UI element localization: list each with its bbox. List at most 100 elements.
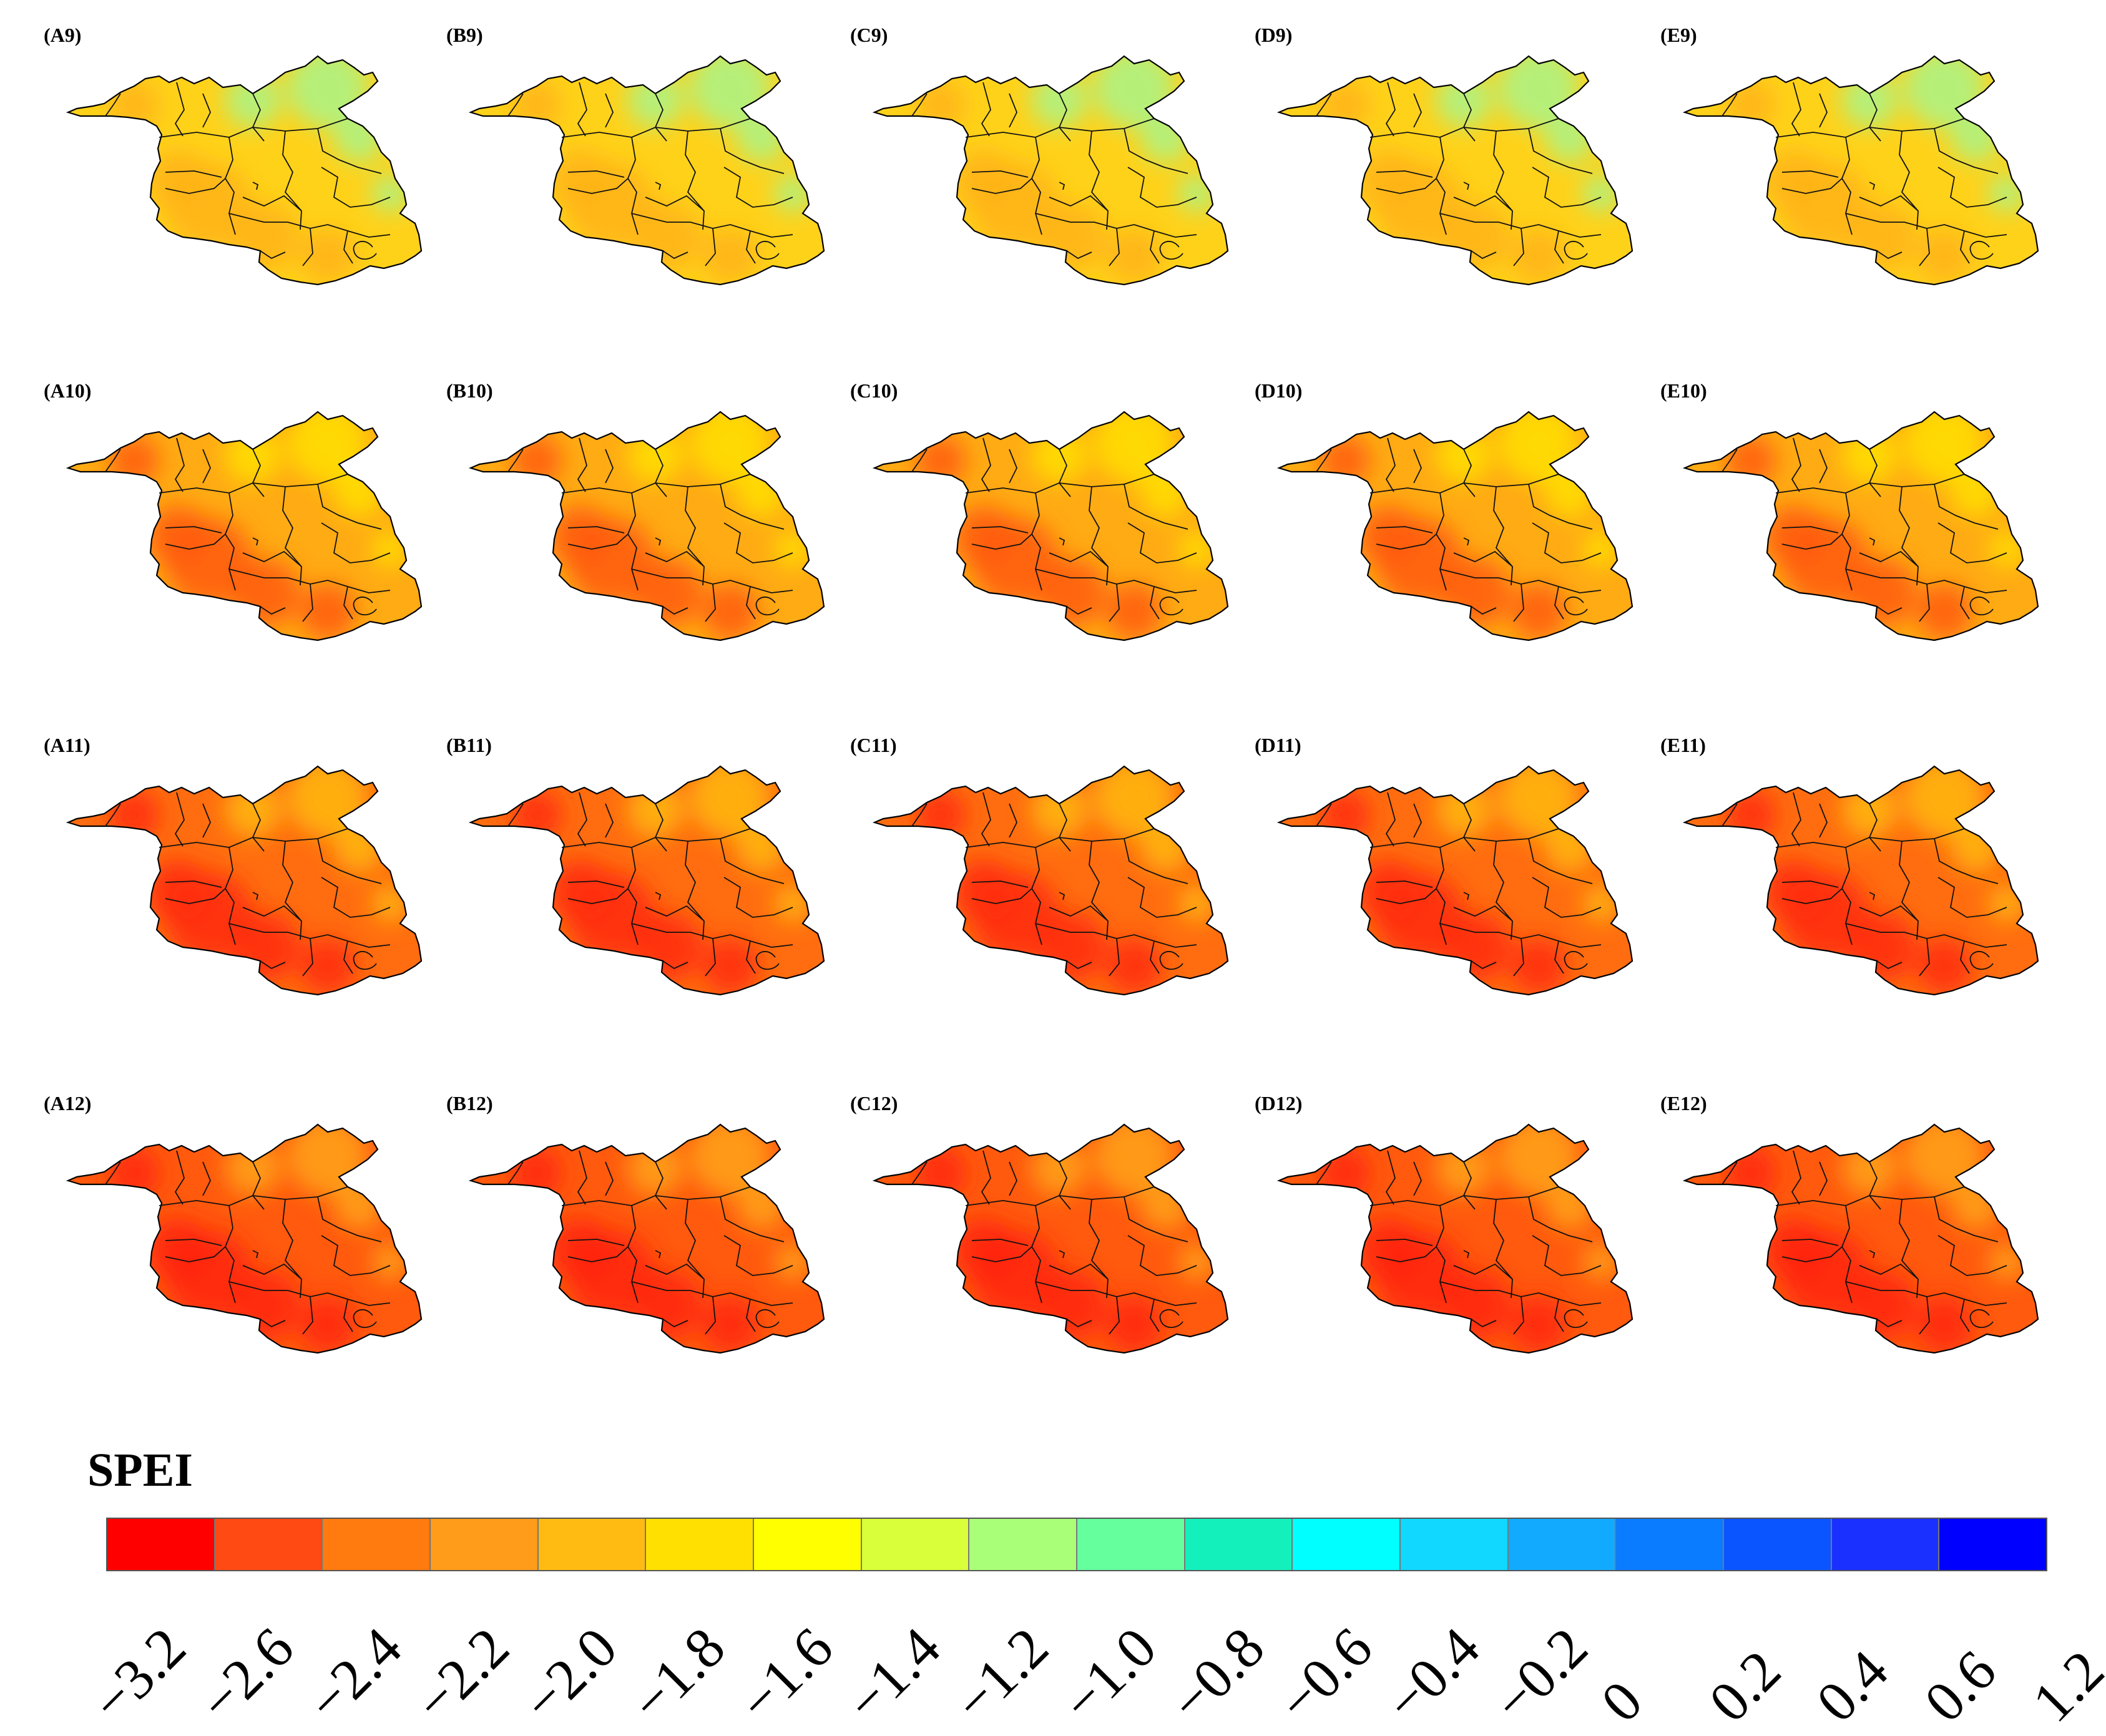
map-panel: (A10)	[44, 381, 449, 649]
district-border	[1109, 938, 1120, 977]
district-border	[1109, 1296, 1120, 1335]
district-border	[631, 1281, 793, 1306]
legend-tick: 0.2	[1697, 1638, 1793, 1734]
spei-patch	[1320, 80, 1370, 130]
spei-patch	[1763, 1218, 1826, 1280]
map-panel: (C11)	[850, 735, 1256, 1003]
map-panel: (E11)	[1660, 735, 2066, 1003]
district-border	[1385, 82, 1396, 137]
spei-patch	[1031, 782, 1087, 838]
district-border	[1876, 960, 1903, 970]
district-border	[1919, 938, 1930, 977]
spei-patch	[371, 530, 409, 568]
spei-patch	[512, 790, 562, 840]
district-border	[174, 82, 185, 137]
district-border	[654, 803, 667, 852]
district-border	[1960, 586, 1970, 620]
spei-patch	[549, 860, 612, 922]
spei-patch	[774, 1243, 811, 1280]
district-border	[627, 137, 639, 235]
map-panel: (C12)	[850, 1093, 1256, 1362]
district-border	[302, 938, 313, 977]
spei-patch	[231, 913, 300, 982]
spei-patch	[1358, 150, 1420, 212]
panel-label: (D11)	[1255, 734, 1301, 756]
district-border	[1439, 568, 1602, 593]
spei-patch	[1037, 1271, 1106, 1340]
district-border	[1066, 606, 1092, 615]
district-border	[1969, 596, 1994, 616]
district-border	[1471, 1319, 1497, 1328]
district-border	[654, 1161, 667, 1210]
spei-patch	[512, 1148, 562, 1198]
district-border	[1841, 1205, 1853, 1304]
district-border	[302, 228, 313, 266]
district-border	[1376, 880, 1433, 888]
spei-patch	[690, 766, 771, 838]
district-border	[174, 792, 185, 847]
district-border	[105, 1161, 121, 1185]
spei-patch	[334, 468, 384, 518]
spei-patch	[549, 1218, 612, 1280]
legend-swatch	[969, 1519, 1078, 1570]
spei-patch	[1037, 203, 1106, 271]
spei-patch	[109, 1148, 159, 1198]
district-border	[1127, 877, 1197, 918]
district-border	[1532, 167, 1602, 208]
district-border	[577, 82, 587, 137]
spei-patch	[1988, 885, 2025, 922]
district-border	[1876, 1319, 1903, 1328]
district-border	[971, 526, 1029, 534]
district-border	[1150, 586, 1160, 620]
spei-patch	[1436, 427, 1492, 484]
district-border	[655, 537, 662, 546]
district-border	[1960, 1299, 1970, 1332]
district-border	[252, 93, 265, 142]
district-border	[567, 534, 629, 550]
map-outline	[1682, 55, 2039, 286]
spei-patch	[1848, 913, 1916, 982]
map-panel: (A11)	[44, 735, 449, 1003]
panel-label: (C10)	[850, 379, 898, 402]
spei-patch	[1498, 766, 1579, 838]
district-border	[165, 1246, 226, 1262]
district-border	[755, 596, 780, 616]
spei-patch	[225, 427, 281, 484]
spei-patch	[702, 1296, 758, 1352]
district-border	[627, 492, 639, 591]
spei-patch	[1140, 468, 1190, 518]
district-border	[174, 1150, 185, 1205]
panel-label: (C9)	[850, 24, 888, 46]
district-border	[1413, 1161, 1422, 1196]
spei-map	[1276, 411, 1633, 641]
district-border	[720, 484, 785, 530]
legend-tick: −0.6	[1265, 1615, 1384, 1734]
spei-patch	[634, 558, 702, 627]
district-border	[1845, 923, 2007, 948]
spei-patch	[702, 583, 758, 640]
district-border	[1528, 1196, 1593, 1242]
district-border	[662, 1319, 688, 1328]
district-border	[705, 228, 716, 266]
spei-patch	[371, 175, 409, 212]
district-border	[321, 1235, 391, 1276]
district-border	[705, 938, 716, 977]
district-border	[971, 1246, 1032, 1262]
district-border	[353, 950, 377, 970]
district-border	[252, 1250, 259, 1259]
spei-patch	[1436, 72, 1492, 128]
district-border	[705, 583, 716, 622]
district-border	[1722, 449, 1738, 472]
spei-patch	[1988, 530, 2025, 568]
district-border	[242, 905, 302, 922]
district-border	[631, 568, 793, 593]
district-border	[252, 449, 265, 497]
spei-patch	[109, 790, 159, 840]
district-border	[321, 877, 391, 918]
district-border	[1859, 195, 1919, 212]
spei-patch	[225, 72, 281, 128]
district-border	[720, 838, 785, 884]
legend-swatch	[107, 1519, 215, 1570]
district-border	[1845, 213, 2007, 238]
spei-patch	[334, 112, 384, 162]
